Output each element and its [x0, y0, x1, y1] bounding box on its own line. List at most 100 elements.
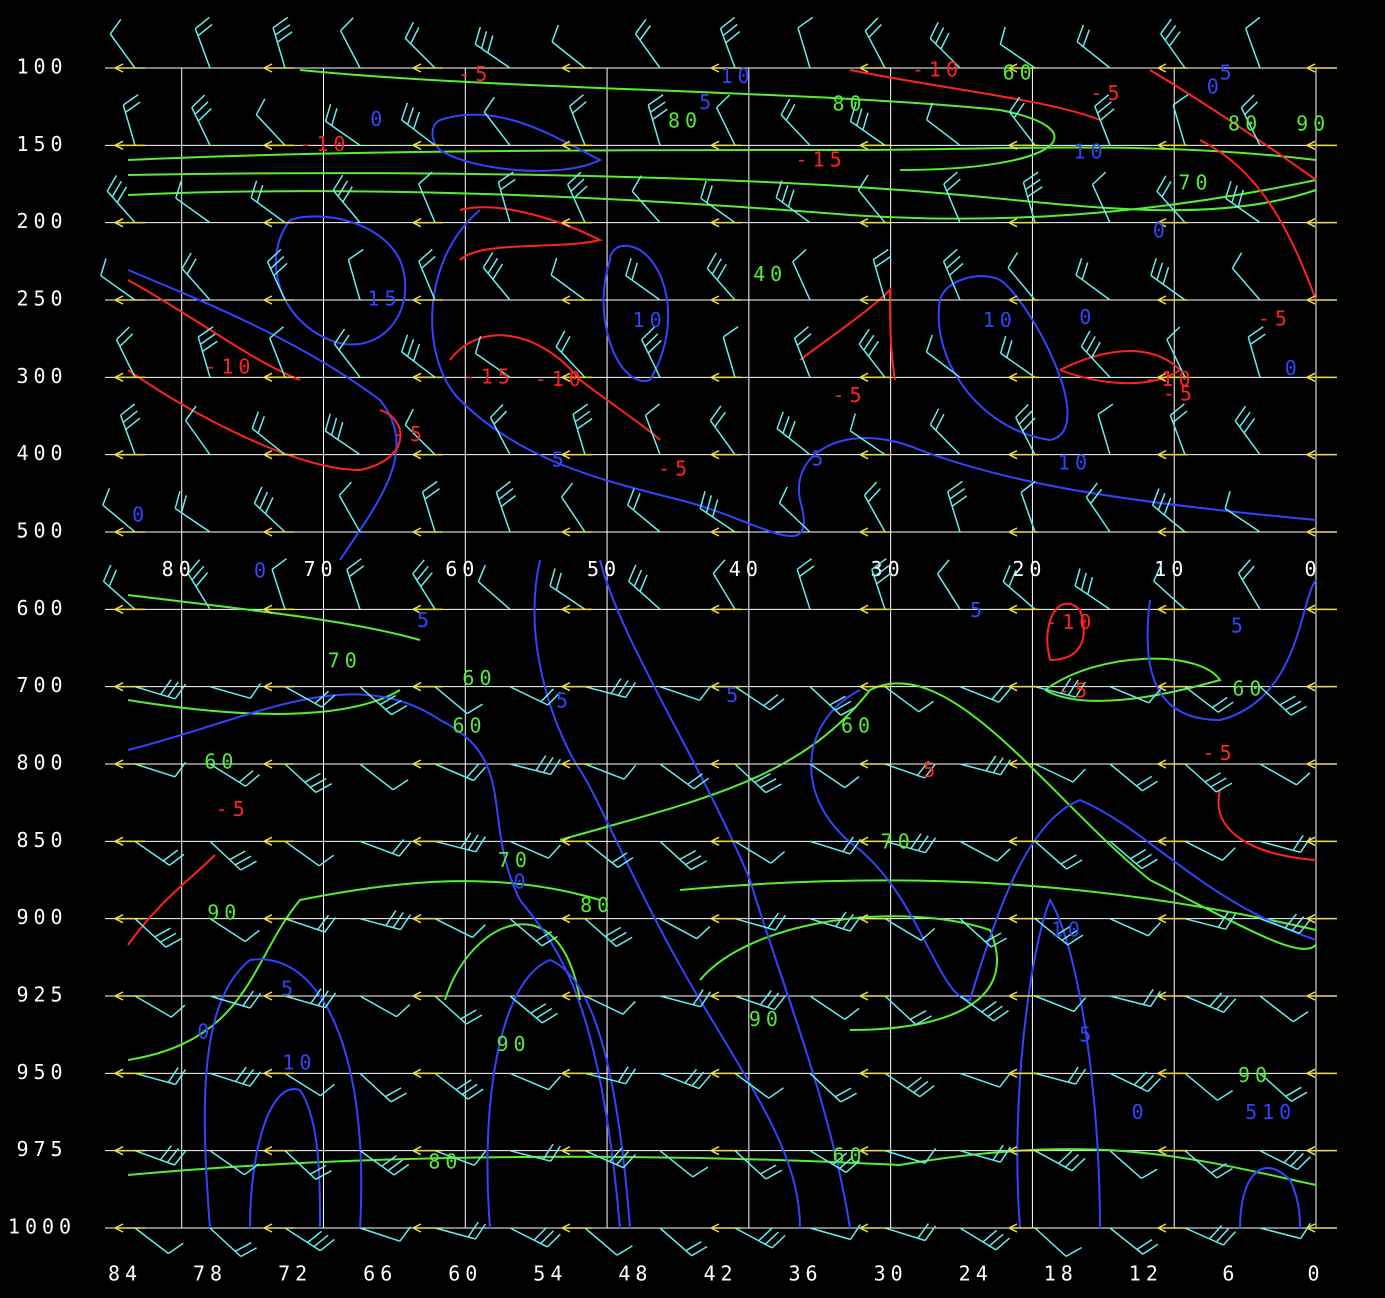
y-tick-label: 250 — [16, 287, 67, 311]
wind-barb — [1109, 917, 1162, 937]
wind-barb — [115, 326, 136, 378]
wind-barb — [776, 411, 811, 456]
wind-barb — [634, 18, 661, 69]
wind-arrow — [859, 217, 890, 228]
contour-label: -5 — [1163, 382, 1197, 406]
contour-label: -5 — [458, 62, 492, 86]
wind-arrow — [1306, 217, 1337, 228]
x-tick-label: 0 — [1307, 1262, 1324, 1286]
wind-barb — [269, 326, 286, 378]
wind-barb — [134, 679, 187, 700]
wind-barb — [809, 1150, 861, 1174]
wind-arrow — [1306, 759, 1337, 769]
wind-barb — [734, 1227, 786, 1249]
wind-barb — [796, 558, 815, 610]
contour — [127, 693, 621, 1229]
y-tick-label: 1000 — [8, 1215, 76, 1239]
wind-arrow — [263, 681, 294, 692]
wind-barb — [942, 248, 964, 301]
wind-barb — [700, 180, 736, 224]
wind-arrow — [561, 1223, 592, 1233]
contour-label: 70 — [498, 848, 532, 872]
wind-barb — [809, 836, 862, 855]
wind-barb — [359, 910, 412, 931]
wind-barb — [434, 1072, 484, 1100]
contour-label: -10 — [1144, 367, 1195, 391]
wind-barb — [1002, 564, 1036, 610]
y-tick-label: 150 — [16, 132, 67, 156]
wind-arrow — [710, 295, 741, 305]
wind-arrow — [1008, 604, 1039, 615]
contour-label: 60 — [452, 713, 486, 737]
wind-arrow — [263, 527, 294, 537]
y-tick-label: 800 — [16, 751, 67, 775]
wind-arrow — [1008, 295, 1039, 305]
wind-barb — [549, 568, 586, 610]
contour-label: 15 — [367, 287, 401, 311]
wind-barb — [1247, 326, 1266, 378]
wind-arrow — [1306, 836, 1337, 847]
contour-label: 5 — [923, 758, 940, 782]
wind-barb — [1156, 175, 1186, 224]
contour-label: -5 — [832, 383, 866, 407]
x-tick-label: 78 — [193, 1262, 227, 1286]
wind-arrow — [710, 63, 741, 73]
contour-label: 0 — [1285, 356, 1302, 380]
wind-barb — [1008, 96, 1036, 146]
contour — [1016, 897, 1101, 1229]
wind-barb — [209, 1066, 262, 1087]
wind-barb — [572, 403, 593, 455]
wind-barb — [659, 685, 712, 702]
contour-label: -10 — [1045, 610, 1096, 634]
wind-barb — [734, 990, 787, 1011]
y-tick-label: 975 — [16, 1137, 67, 1161]
contour-label: -5 — [1258, 307, 1292, 331]
wind-arrow — [1157, 449, 1188, 460]
wind-barb — [778, 486, 811, 533]
wind-barb — [194, 16, 213, 69]
wind-arrow — [412, 681, 443, 692]
wind-arrow — [263, 604, 294, 615]
wind-arrow — [1157, 63, 1188, 73]
contour — [599, 559, 851, 1229]
wind-barb — [404, 21, 436, 69]
wind-barb — [1224, 180, 1261, 224]
wind-barb — [644, 403, 661, 455]
wind-barb — [1224, 490, 1261, 533]
wind-barb — [209, 840, 257, 871]
wind-barb — [1184, 686, 1234, 713]
wind-arrow — [114, 217, 145, 228]
wind-arrow — [859, 1145, 890, 1156]
wind-arrow — [114, 759, 145, 769]
contour-label: 5 — [726, 683, 743, 707]
wind-barb — [959, 995, 1009, 1022]
contour-label: 60 — [1003, 61, 1037, 85]
wind-barb — [631, 175, 661, 224]
wind-arrow — [114, 449, 145, 460]
contour-label: -5 — [1203, 741, 1237, 765]
wind-barb — [266, 248, 288, 301]
wind-barb — [925, 102, 961, 146]
wind-barb — [400, 334, 436, 378]
contour-label: 70 — [328, 648, 362, 672]
wind-arrow — [114, 1145, 145, 1156]
contour — [127, 854, 216, 946]
grid-x-label: 60 — [445, 557, 479, 581]
x-tick-label: 42 — [703, 1262, 737, 1286]
contour — [1146, 579, 1317, 722]
contour — [1046, 602, 1085, 661]
wind-arrow — [114, 1068, 145, 1079]
contour-label: 0 — [1207, 75, 1224, 99]
contour-label: 60 — [204, 750, 238, 774]
wind-arrow — [561, 449, 592, 460]
wind-barb — [584, 995, 636, 1015]
y-tick-label: 100 — [16, 55, 67, 79]
wind-barb — [734, 912, 787, 931]
x-tick-label: 84 — [108, 1262, 142, 1286]
wind-barb — [1109, 763, 1159, 792]
contour — [249, 1088, 321, 1229]
wind-barb — [734, 686, 785, 711]
wind-arrow — [1157, 991, 1188, 1001]
wind-arrow — [859, 449, 890, 460]
wind-barb — [849, 103, 886, 146]
